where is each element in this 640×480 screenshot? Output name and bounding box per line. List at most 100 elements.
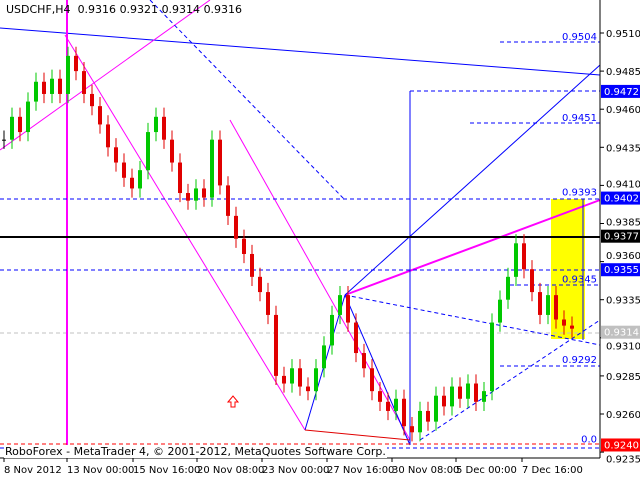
candle-body [154, 116, 158, 133]
candle [82, 61, 86, 104]
candle-body [530, 269, 534, 293]
candle [418, 401, 422, 442]
candle-body [202, 188, 206, 198]
magenta-channel-down-1[interactable] [64, 34, 306, 431]
candle-body [226, 185, 230, 216]
candle-body [170, 139, 174, 163]
candle [442, 386, 446, 416]
x-tick-label: 7 Dec 16:00 [522, 465, 583, 476]
candle-body [442, 395, 446, 407]
price-tag: 0.9355 [601, 263, 640, 277]
candle [466, 374, 470, 408]
candle-body [106, 124, 110, 148]
candle [226, 176, 230, 226]
candles [2, 46, 574, 442]
price-tag-text: 0.9355 [604, 265, 639, 276]
candle [210, 130, 214, 207]
level-label: 0.0 [581, 434, 597, 445]
candle [58, 69, 62, 104]
candle-body [570, 325, 574, 329]
x-tick-label: 27 Nov 16:00 [327, 465, 394, 476]
candle [218, 130, 222, 195]
candle-body [554, 295, 558, 320]
candle-body [82, 71, 86, 94]
candle [498, 290, 502, 332]
blue-dashed-fan-1[interactable] [149, 0, 346, 201]
candle [410, 417, 414, 442]
wave-line-red[interactable] [304, 429, 411, 441]
candle [458, 377, 462, 408]
candle-body [194, 188, 198, 201]
blue-rising-line[interactable] [344, 64, 601, 296]
wave-line-2[interactable] [344, 294, 411, 446]
candle [570, 316, 574, 338]
candle [362, 343, 366, 378]
candle [554, 285, 558, 329]
candle [178, 153, 182, 203]
candle [154, 107, 158, 142]
candle-body [90, 93, 94, 107]
candle-body [18, 116, 22, 133]
candle [202, 179, 206, 207]
candle [274, 305, 278, 386]
candle [314, 359, 318, 401]
candle [514, 234, 518, 286]
price-tag: 0.9240 [601, 438, 640, 452]
candle [18, 107, 22, 142]
candle [490, 313, 494, 401]
candle [282, 366, 286, 393]
price-tag-text: 0.9377 [604, 232, 639, 243]
trendline-long-blue[interactable] [0, 27, 601, 76]
candle [538, 282, 542, 325]
low-price: 0.9314 [161, 3, 201, 16]
candle [250, 244, 254, 286]
candle-body [538, 292, 542, 315]
candle [266, 282, 270, 325]
y-tick-label: 0.9435 [606, 143, 640, 154]
candle [426, 401, 430, 431]
candle-body [234, 215, 238, 239]
candle-body [314, 368, 318, 392]
candle-body [242, 238, 246, 254]
candle [98, 97, 102, 134]
candle [306, 377, 310, 401]
copyright-text: RoboForex - MetaTrader 4, © 2001-2012, M… [4, 445, 387, 458]
candle [146, 122, 150, 180]
candle [186, 183, 190, 210]
candle [106, 115, 110, 157]
candle-body [122, 162, 126, 178]
candle-body [306, 386, 310, 392]
candle-body [298, 368, 302, 387]
blue-dashed-fan-2[interactable] [344, 294, 601, 346]
candle [74, 46, 78, 81]
candle [90, 84, 94, 116]
up-arrow-icon [226, 395, 240, 408]
candle [298, 359, 302, 396]
magenta-channel-up[interactable] [0, 0, 211, 151]
y-tick-label: 0.9460 [606, 105, 640, 116]
y-tick-label: 0.9385 [606, 218, 640, 229]
candle [130, 168, 134, 198]
price-tag-text: 0.9240 [604, 440, 639, 451]
price-tag-text: 0.9314 [604, 328, 639, 339]
price-tags: 0.9472 0.9402 0.9377 0.9355 0.9314 0.9240 [601, 84, 640, 452]
level-label: 0.9504 [562, 32, 597, 43]
candle [2, 130, 6, 149]
candle-body [498, 299, 502, 323]
candle-body [2, 139, 6, 141]
price-axis[interactable]: 0.9510 0.9485 0.9460 0.9435 0.9410 0.9385 0.93… [600, 29, 640, 465]
candle-body [58, 78, 62, 94]
candle-body [386, 401, 390, 411]
magenta-rising-line[interactable] [344, 199, 601, 296]
candle-body [490, 322, 494, 392]
level-label: 0.9345 [562, 274, 597, 285]
chart-header: USDCHF,H4 0.9316 0.9321 0.9314 0.9316 [6, 3, 242, 16]
candle [546, 285, 550, 325]
candle [338, 285, 342, 325]
level-label: 0.9292 [562, 355, 597, 366]
y-tick-label: 0.9485 [606, 67, 640, 78]
blue-dashed-fan-3[interactable] [419, 319, 601, 441]
candle [290, 359, 294, 393]
